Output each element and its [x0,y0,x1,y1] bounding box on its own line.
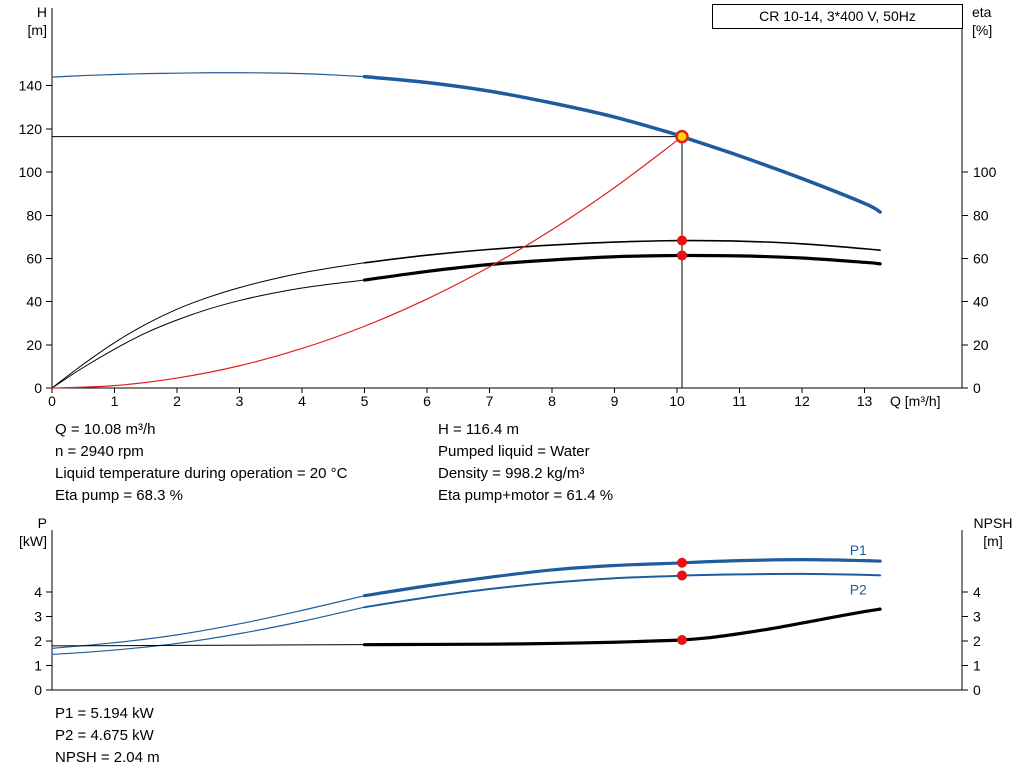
info-head: H = 116.4 m [438,421,520,438]
duty-info-left: Q = 10.08 m³/h n = 2940 rpm Liquid tempe… [55,419,347,507]
info-p2: P2 = 4.675 kW [55,727,154,744]
eta-pump-motor-curve [362,253,882,282]
head-curve [362,74,882,214]
eta-axis-symbol: eta [972,4,992,20]
p2-curve [363,572,882,609]
y-right-tick-label: 4 [973,584,981,600]
p1-curve-thin [51,595,366,649]
system-curve [51,135,685,389]
y-left-tick-label: 60 [26,250,42,266]
x-tick-label: 2 [173,393,181,409]
h-axis-title: H [m] [0,3,47,39]
x-tick-label: 5 [361,393,369,409]
npsh-curve [362,607,882,647]
npsh-curve-thin [51,644,365,647]
eta-pump-duty-dot [677,235,687,246]
y-right-tick-label: 2 [973,633,981,649]
y-left-tick-label: 0 [34,380,42,396]
chart-frame [51,530,963,691]
x-tick-label: 0 [48,393,56,409]
x-tick-label: 12 [794,393,810,409]
info-eta-total: Eta pump+motor = 61.4 % [438,487,614,504]
y-right-tick-label: 60 [973,250,989,266]
x-tick-label: 8 [548,393,556,409]
y-left-tick-label: 80 [26,207,42,223]
y-right-tick-label: 20 [973,337,989,353]
power-info: P1 = 5.194 kW P2 = 4.675 kW NPSH = 2.04 … [55,703,160,769]
p-axis-title: P [kW] [0,514,47,550]
x-tick-label: 7 [486,393,494,409]
x-tick-label: 13 [857,393,873,409]
eta-pump-motor-duty-dot [677,250,687,261]
eta-axis-title: eta [%] [972,3,992,39]
y-left-tick-label: 3 [34,608,42,624]
y-left-tick-label: 1 [34,658,42,674]
info-speed: n = 2940 rpm [55,443,144,460]
p-axis-unit: [kW] [19,533,47,549]
y-left-tick-label: 20 [26,337,42,353]
eta-pump-motor-curve-thin [51,279,365,389]
h-axis-unit: [m] [27,22,47,38]
x-tick-label: 1 [111,393,119,409]
series-label-P1: P1 [850,542,867,558]
npsh-axis-title: NPSH [m] [962,514,1024,550]
y-left-tick-label: 4 [34,584,42,600]
y-left-tick-label: 100 [19,164,43,180]
x-tick-label: 9 [611,393,619,409]
y-right-tick-label: 1 [973,658,981,674]
info-density: Density = 998.2 kg/m³ [438,465,585,482]
head-curve-thin [51,72,366,78]
npsh-axis-symbol: NPSH [973,515,1013,531]
x-axis-title: Q [m³/h] [890,393,941,409]
y-left-tick-label: 140 [19,78,43,94]
y-right-tick-label: 40 [973,294,989,310]
y-right-tick-label: 0 [973,682,981,698]
chart-frame [51,8,963,389]
y-left-tick-label: 40 [26,294,42,310]
info-p1: P1 = 5.194 kW [55,705,154,722]
p2-duty-dot [677,570,687,581]
info-npsh: NPSH = 2.04 m [55,749,160,766]
info-temperature: Liquid temperature during operation = 20… [55,465,348,482]
x-tick-label: 6 [423,393,431,409]
x-tick-label: 11 [732,393,747,409]
pump-model-title-box: CR 10-14, 3*400 V, 50Hz [712,4,963,29]
y-right-tick-label: 100 [973,164,997,180]
npsh-duty-dot [677,635,687,646]
info-liquid: Pumped liquid = Water [438,443,590,460]
info-eta-pump: Eta pump = 68.3 % [55,487,183,504]
y-left-tick-label: 2 [34,633,42,649]
y-left-tick-label: 0 [34,682,42,698]
y-right-tick-label: 3 [973,608,981,624]
npsh-axis-unit: [m] [983,533,1003,549]
p2-curve-thin [51,606,366,656]
y-right-tick-label: 80 [973,207,989,223]
info-flow: Q = 10.08 m³/h [55,421,156,438]
eta-axis-unit: [%] [972,22,993,38]
series-label-P2: P2 [850,581,867,597]
y-left-tick-label: 120 [19,121,43,137]
p-axis-symbol: P [37,515,47,531]
y-right-tick-label: 0 [973,380,981,396]
p1-curve [362,558,882,598]
eta-pump-curve-thin [51,262,365,389]
h-axis-symbol: H [36,4,47,20]
duty-point [675,129,689,144]
x-tick-label: 4 [298,393,306,409]
x-tick-label: 10 [669,393,685,409]
x-tick-label: 3 [236,393,244,409]
power-npsh-chart: 0 1 2 3 4 0 1 2 3 4 P1 P2 [34,530,981,698]
p1-duty-dot [677,557,687,568]
duty-info-right: H = 116.4 m Pumped liquid = Water Densit… [438,419,613,507]
